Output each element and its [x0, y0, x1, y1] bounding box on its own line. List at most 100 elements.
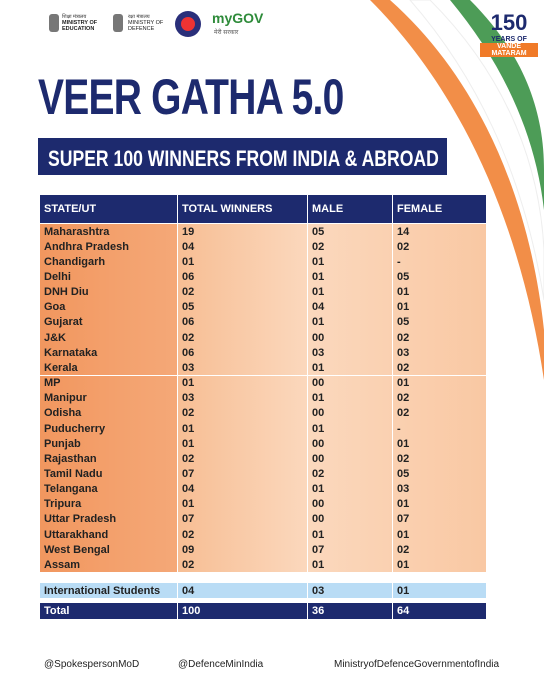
badge-number: 150	[490, 10, 528, 35]
table-cell: 19	[178, 224, 308, 240]
table-cell: 00	[308, 330, 393, 346]
table-row: Tripura 01 00 01	[40, 496, 487, 513]
table-cell: 03	[178, 390, 308, 406]
table-cell: 14	[393, 224, 487, 240]
table-row: Total 100 36 64	[40, 603, 487, 619]
table-cell: 04	[308, 299, 393, 315]
table-row: Delhi 06 01 05	[40, 269, 487, 286]
table-cell: 01	[308, 390, 393, 406]
table-cell: 00	[308, 436, 393, 452]
table-cell: 01	[393, 583, 487, 598]
table-cell: 04	[178, 583, 308, 598]
table-row: Telangana 04 01 03	[40, 481, 487, 498]
table-row: West Bengal 09 07 02	[40, 542, 487, 559]
table-cell: 01	[308, 420, 393, 437]
column-header: FEMALE	[393, 195, 487, 223]
table-cell: 01	[393, 527, 487, 543]
table-row: Odisha 02 00 02	[40, 405, 487, 422]
table-cell: Manipur	[40, 390, 178, 406]
table-cell: Odisha	[40, 405, 178, 421]
table-cell: MP	[40, 375, 178, 391]
table-cell: Puducherry	[40, 420, 178, 437]
table-cell: -	[393, 254, 487, 270]
table-cell: Chandigarh	[40, 254, 178, 270]
table-cell: 04	[178, 481, 308, 497]
title: VEER GATHA 5.0	[38, 69, 344, 125]
column-header: STATE/UT	[40, 195, 178, 223]
table-cell: 02	[308, 239, 393, 255]
table-cell: 06	[178, 314, 308, 331]
table-cell: 01	[393, 284, 487, 300]
table-cell: 01	[308, 269, 393, 285]
table-cell: 02	[178, 284, 308, 300]
table-cell: Tripura	[40, 496, 178, 512]
table-cell: 01	[308, 254, 393, 270]
table-cell: 100	[178, 603, 308, 619]
badge-logo	[175, 11, 201, 37]
table-cell: 02	[393, 239, 487, 255]
table-cell: Gujarat	[40, 314, 178, 331]
table-cell: 01	[178, 420, 308, 437]
table-cell: 05	[178, 299, 308, 315]
table-row: Uttar Pradesh 07 00 07	[40, 511, 487, 528]
table-cell: 02	[178, 330, 308, 346]
table-row: Tamil Nadu 07 02 05	[40, 466, 487, 483]
column-header: MALE	[308, 195, 393, 223]
table-cell: 01	[393, 299, 487, 315]
logo-hindi: शिक्षा मंत्रालय	[62, 14, 87, 20]
mygov-logo: myGOV	[212, 10, 264, 26]
table-cell: Kerala	[40, 360, 178, 376]
table-row: Goa 05 04 01	[40, 299, 487, 316]
table-row: MP 01 00 01	[40, 375, 487, 392]
table-cell: 01	[178, 436, 308, 452]
subtitle: SUPER 100 WINNERS FROM INDIA & ABROAD	[48, 146, 439, 171]
table-cell: Karnataka	[40, 345, 178, 361]
table-cell: 03	[393, 481, 487, 497]
table-cell: 07	[178, 466, 308, 482]
table-cell: 05	[393, 269, 487, 285]
table-cell: 64	[393, 603, 487, 619]
table-cell: 02	[393, 360, 487, 376]
table-cell: DNH Diu	[40, 284, 178, 300]
table-cell: 07	[178, 511, 308, 527]
table-cell: 01	[178, 254, 308, 270]
table-cell: Goa	[40, 299, 178, 315]
table-cell: 02	[393, 542, 487, 558]
table-cell: 36	[308, 603, 393, 619]
table-row: International Students 04 03 01	[40, 583, 487, 598]
table-row: Karnataka 06 03 03	[40, 345, 487, 362]
table-cell: 02	[308, 466, 393, 482]
table-row: Uttarakhand 02 01 01	[40, 527, 487, 544]
table-cell: 02	[178, 557, 308, 573]
table-cell: 00	[308, 511, 393, 527]
logo-defence: रक्षा मंत्रालय MINISTRY OF DEFENCE	[128, 14, 168, 32]
table-cell: 01	[393, 375, 487, 391]
table-cell: 01	[308, 360, 393, 376]
subtitle-box: SUPER 100 WINNERS FROM INDIA & ABROAD	[38, 138, 447, 175]
table-cell: Andhra Pradesh	[40, 239, 178, 255]
handle: @DefenceMinIndia	[178, 659, 264, 670]
table-cell: 01	[308, 557, 393, 573]
table-cell: 01	[393, 436, 487, 452]
table-cell: Telangana	[40, 481, 178, 497]
logo-english: MINISTRY OF DEFENCE	[128, 20, 164, 32]
table-cell: J&K	[40, 330, 178, 346]
table-cell: 05	[308, 224, 393, 240]
table-cell: 01	[178, 375, 308, 391]
table-cell: 01	[393, 496, 487, 512]
table-cell: 07	[393, 511, 487, 527]
table-cell: 01	[393, 557, 487, 573]
table-cell: -	[393, 420, 487, 437]
table-row: J&K 02 00 02	[40, 330, 487, 347]
table-cell: West Bengal	[40, 542, 178, 558]
table-row: DNH Diu 02 01 01	[40, 284, 487, 301]
table-cell: 07	[308, 542, 393, 558]
table-cell: 05	[393, 466, 487, 482]
table-cell: 00	[308, 496, 393, 512]
mygov-hindi: मेरी सरकार	[214, 30, 239, 36]
table-row: Chandigarh 01 01-	[40, 254, 487, 271]
table-cell: 00	[308, 451, 393, 467]
emblem	[49, 14, 59, 32]
table-cell: 09	[178, 542, 308, 558]
